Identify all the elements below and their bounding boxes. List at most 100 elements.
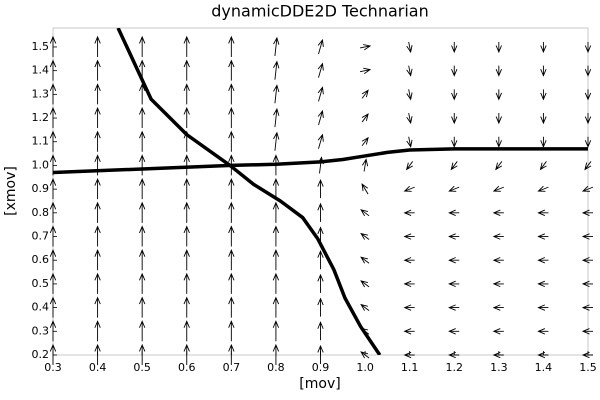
vector-arrow — [540, 89, 547, 101]
vector-arrow — [403, 280, 415, 288]
vector-arrow — [317, 344, 324, 364]
vector-arrow — [537, 185, 549, 192]
vector-arrow — [317, 133, 324, 149]
vector-arrow — [139, 177, 146, 200]
vector-arrow — [448, 328, 460, 335]
vector-arrow — [183, 249, 190, 271]
vector-arrow — [361, 183, 369, 195]
vector-arrow — [317, 86, 324, 102]
vector-arrow — [139, 225, 146, 247]
vector-arrow — [94, 106, 101, 129]
vector-arrow — [228, 177, 235, 200]
vector-arrow — [492, 209, 504, 216]
vector-arrow — [139, 272, 146, 294]
vector-arrow — [448, 209, 460, 216]
vector-arrow — [448, 304, 460, 311]
vector-arrow — [537, 351, 549, 359]
vector-arrow — [317, 202, 324, 222]
vector-arrow — [451, 113, 458, 125]
vector-arrow — [49, 320, 57, 342]
vector-arrow — [540, 41, 547, 54]
vector-arrow — [581, 233, 593, 240]
vector-arrow — [539, 161, 547, 171]
vector-arrow — [492, 304, 504, 311]
vector-arrow — [94, 296, 101, 318]
vector-arrow — [49, 249, 57, 271]
vector-arrow — [403, 304, 415, 311]
vector-arrow — [94, 343, 101, 365]
vector-arrow — [448, 351, 460, 359]
vector-arrow — [183, 320, 190, 342]
y-tick-label: 0.4 — [32, 301, 50, 314]
vector-arrow — [495, 41, 502, 54]
vector-arrow — [94, 177, 101, 200]
vector-arrow — [228, 130, 235, 152]
vector-arrow — [317, 297, 324, 317]
vector-arrow — [273, 36, 280, 57]
vector-arrow — [406, 136, 413, 148]
vector-arrow — [537, 304, 549, 311]
vector-arrow — [584, 113, 592, 125]
vector-arrow — [492, 233, 504, 240]
vector-arrow — [139, 83, 146, 105]
vector-arrow — [94, 201, 101, 223]
vector-arrow — [492, 280, 504, 288]
vector-arrow — [361, 113, 369, 123]
vector-arrow — [537, 257, 549, 264]
vector-arrow — [492, 328, 504, 335]
y-tick-label: 0.3 — [32, 324, 50, 337]
vector-arrow — [540, 136, 547, 148]
x-tick-label: 0.7 — [223, 361, 241, 374]
x-tick-label: 1.4 — [535, 361, 553, 374]
vector-arrow — [272, 272, 280, 294]
vector-arrow — [273, 84, 280, 104]
vector-arrow — [272, 225, 280, 247]
vector-arrow — [228, 225, 235, 247]
vector-arrow — [183, 272, 190, 294]
vector-arrow — [49, 225, 57, 247]
vector-arrow — [49, 35, 57, 57]
vector-arrow — [317, 273, 324, 293]
vector-arrow — [584, 161, 592, 171]
vector-arrow — [495, 136, 502, 148]
x-tick-label: 0.8 — [267, 361, 285, 374]
vector-arrow — [406, 41, 413, 54]
vector-arrow — [317, 321, 324, 341]
vector-arrow — [403, 328, 415, 335]
vector-arrow — [228, 320, 235, 342]
vector-arrow — [581, 257, 593, 264]
vector-arrow — [228, 272, 235, 294]
vector-arrow — [360, 256, 370, 264]
y-tick-label: 1.1 — [32, 135, 50, 148]
vector-arrow — [584, 89, 592, 101]
vector-arrow — [228, 296, 235, 318]
vector-arrow — [183, 225, 190, 247]
vector-arrow — [405, 161, 414, 171]
vector-arrow — [540, 113, 547, 125]
vector-arrow — [448, 233, 460, 240]
vector-arrow — [361, 158, 369, 172]
vector-arrow — [406, 65, 413, 77]
vector-arrow — [495, 89, 502, 101]
x-tick-label: 1.0 — [356, 361, 374, 374]
vector-arrow — [317, 250, 324, 270]
vector-arrow — [359, 67, 372, 74]
y-tick-label: 0.7 — [32, 230, 50, 243]
vector-arrow — [495, 65, 502, 77]
x-tick-label: 0.3 — [44, 361, 62, 374]
vector-arrow — [49, 343, 57, 365]
vector-arrow — [49, 201, 57, 223]
vector-arrow — [448, 185, 460, 192]
chart-title: dynamicDDE2D Technarian — [211, 2, 428, 21]
vector-arrow — [361, 136, 369, 147]
vector-arrow — [49, 130, 57, 152]
vector-arrow — [272, 296, 280, 318]
vector-arrow — [183, 201, 190, 223]
vector-arrow — [448, 280, 460, 288]
vector-arrow — [492, 257, 504, 264]
vector-arrow — [360, 303, 370, 311]
y-tick-label: 1.5 — [32, 40, 50, 53]
vector-arrow — [581, 280, 593, 288]
